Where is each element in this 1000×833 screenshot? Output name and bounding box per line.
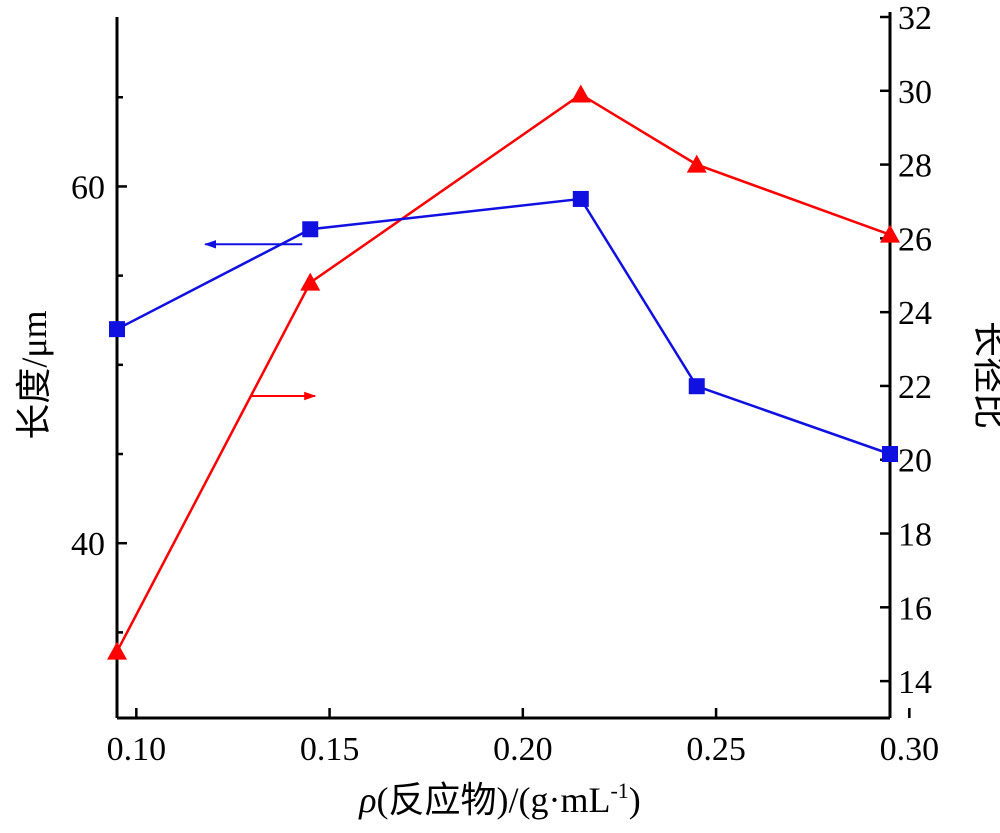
x-axis-title-rho: ρ <box>358 780 376 820</box>
series-aspect-ratio-point <box>107 641 127 660</box>
series-length-line <box>116 197 891 456</box>
series-length-point <box>302 221 319 238</box>
y-right-tick-label: 32 <box>898 0 932 37</box>
y-right-tick-label: 22 <box>898 369 932 406</box>
y-left-tick-label: 40 <box>71 526 105 563</box>
series-aspect-ratio-point <box>300 272 321 291</box>
y-right-axis-title: 长径比 <box>970 321 1000 429</box>
y-right-tick-label: 26 <box>898 221 932 258</box>
series-aspect-ratio-point <box>570 84 591 103</box>
y-right-tick-label: 18 <box>898 517 932 554</box>
y-left-tick-label: 60 <box>71 169 105 206</box>
x-tick-label: 0.30 <box>880 731 940 768</box>
x-tick-label: 0.15 <box>300 731 360 768</box>
series-length-point <box>109 321 125 338</box>
y-right-tick-label: 30 <box>898 74 932 111</box>
series-aspect-ratio-point <box>880 224 900 243</box>
series-length-point <box>882 446 898 463</box>
x-axis-title-superscript: -1 <box>610 778 628 803</box>
y-right-tick-label: 20 <box>898 443 932 480</box>
x-tick-label: 0.10 <box>107 731 167 768</box>
axes: 0.10 0.15 0.20 0.25 0.30 40 60 14 16 18 20 22 24 26 28… <box>71 0 939 768</box>
series-layer <box>107 84 900 660</box>
y-right-tick-label: 28 <box>898 148 932 185</box>
series-aspect-ratio-line <box>115 92 891 653</box>
x-axis-title-close: ) <box>629 780 641 820</box>
y-left-axis-title: 长度/μm <box>14 310 54 439</box>
series-aspect-ratio-point <box>686 154 707 173</box>
x-axis-title: ρ(反应物)/(g·mL-1) <box>358 778 641 820</box>
y-right-tick-label: 16 <box>898 590 932 627</box>
y-right-tick-label: 14 <box>898 664 932 701</box>
x-axis-title-text: (反应物)/(g·mL <box>377 780 611 820</box>
x-tick-label: 0.20 <box>493 731 553 768</box>
series-length-point <box>572 190 589 207</box>
x-tick-label: 0.25 <box>686 731 746 768</box>
y-right-tick-label: 24 <box>898 295 932 332</box>
labels: ρ(反应物)/(g·mL-1) 长度/μm 长径比 <box>14 310 1000 820</box>
series-length-point <box>688 378 705 395</box>
